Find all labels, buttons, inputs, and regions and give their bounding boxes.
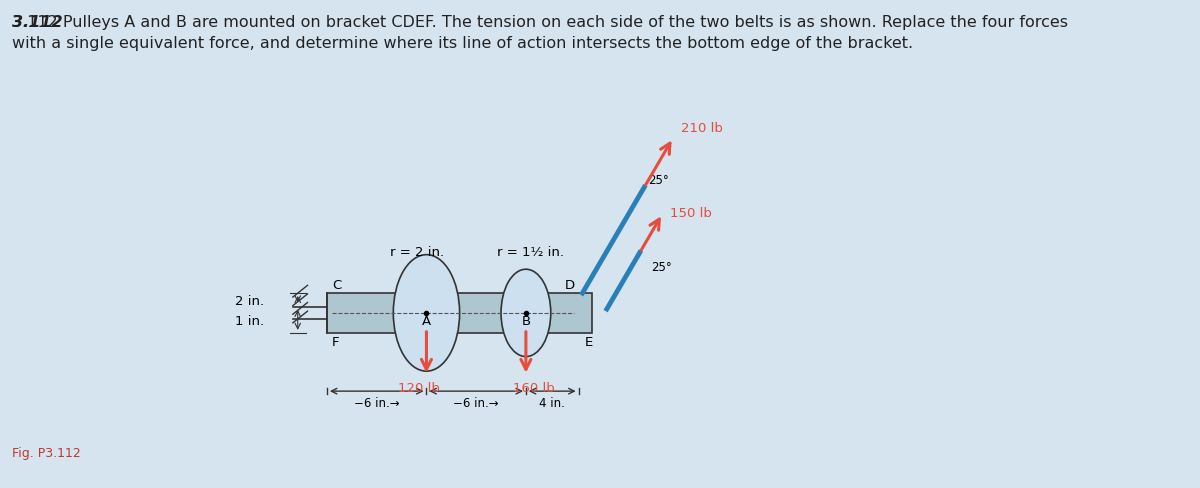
Bar [326,293,593,333]
Ellipse shape [502,270,551,357]
Text: 3.112: 3.112 [12,15,62,30]
Text: 4 in.: 4 in. [539,396,565,409]
Text: 2 in.: 2 in. [234,294,264,307]
Text: 150 lb: 150 lb [671,206,712,219]
Text: 25°: 25° [648,173,668,186]
Text: 120 lb: 120 lb [397,381,439,394]
Text: C: C [332,278,341,291]
Text: r = 1½ in.: r = 1½ in. [497,245,564,259]
Text: −6 in.→: −6 in.→ [354,396,400,409]
Text: r = 2 in.: r = 2 in. [390,245,444,259]
Ellipse shape [394,255,460,371]
Text: Fig. P3.112: Fig. P3.112 [12,446,80,459]
Text: D: D [564,278,575,291]
Text: 3.112 Pulleys A and B are mounted on bracket CDEF. The tension on each side of t: 3.112 Pulleys A and B are mounted on bra… [12,15,1068,51]
Text: 210 lb: 210 lb [680,122,722,135]
Text: F: F [332,335,340,348]
Text: 1 in.: 1 in. [234,314,264,327]
Text: 25°: 25° [652,261,672,274]
Text: A: A [422,315,431,327]
Text: −6 in.→: −6 in.→ [454,396,499,409]
Text: B: B [521,315,530,327]
Text: 160 lb: 160 lb [512,381,554,394]
Text: E: E [584,335,593,348]
